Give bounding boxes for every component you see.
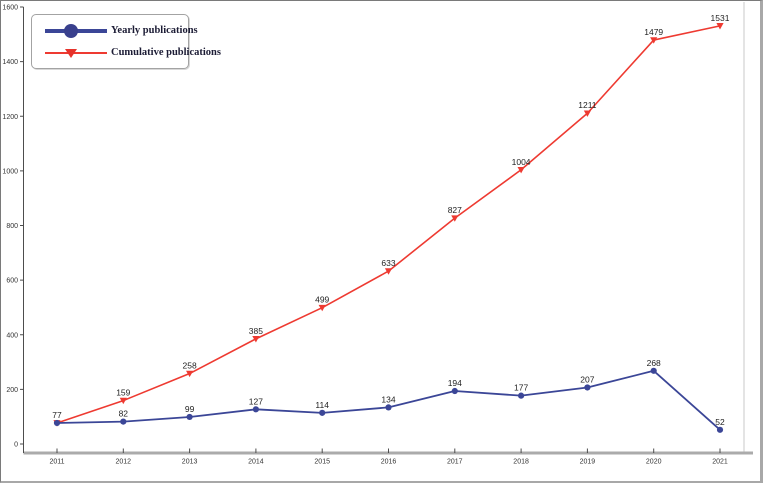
x-tick-label: 2019	[580, 459, 596, 466]
x-tick-label: 2018	[513, 459, 529, 466]
series-line-cumulative	[56, 25, 721, 424]
y-tick-label: 1200	[2, 114, 18, 121]
x-tick-label: 2011	[49, 459, 64, 466]
data-point-triangle	[716, 23, 724, 30]
data-point-label: 114	[315, 400, 329, 410]
legend-label-cumulative: Cumulative publications	[111, 47, 221, 58]
y-tick-label: 400	[6, 332, 18, 339]
legend-item-cumulative: Cumulative publications	[45, 45, 221, 60]
x-tick-label: 2015	[314, 459, 330, 466]
x-tick-label: 2016	[381, 459, 397, 466]
cumulative-line-triangle-marker-icon	[45, 45, 107, 60]
data-point-label: 177	[514, 383, 528, 393]
data-point-circle	[385, 404, 392, 411]
data-point-circle	[650, 367, 657, 374]
x-tick-label: 2021	[712, 459, 728, 466]
data-point-label: 499	[315, 295, 329, 305]
yearly-line-circle-marker-icon	[45, 23, 107, 38]
data-point-label: 1531	[711, 13, 730, 23]
data-point-label: 159	[116, 388, 130, 398]
data-point-label: 77	[52, 410, 62, 420]
legend-label-yearly: Yearly publications	[111, 25, 198, 36]
data-point-label: 258	[183, 361, 197, 371]
y-tick-label: 0	[14, 442, 18, 449]
data-point-label: 268	[647, 358, 661, 368]
data-point-circle	[120, 418, 127, 425]
data-point-label: 1004	[512, 157, 531, 167]
y-tick-label: 1600	[2, 5, 18, 12]
data-point-label: 1211	[578, 100, 597, 110]
data-point-triangle	[583, 110, 591, 117]
data-point-triangle	[252, 336, 260, 343]
data-point-circle	[518, 392, 525, 399]
data-point-triangle	[451, 215, 459, 222]
x-tick-label: 2017	[447, 459, 463, 466]
data-point-circle	[451, 387, 458, 395]
x-tick-label: 2020	[646, 459, 662, 466]
data-point-label: 127	[249, 396, 263, 406]
data-point-label: 194	[448, 378, 462, 388]
data-point-triangle	[384, 268, 393, 275]
data-point-label: 52	[715, 417, 725, 427]
data-point-circle	[716, 426, 724, 433]
x-tick-label: 2013	[182, 459, 198, 466]
data-point-circle	[584, 384, 591, 391]
data-point-label: 633	[381, 258, 395, 268]
data-point-label: 385	[249, 326, 263, 336]
x-tick-label: 2012	[116, 459, 132, 466]
data-point-circle	[186, 413, 193, 421]
y-tick-label: 1000	[2, 168, 18, 175]
data-point-circle	[252, 406, 259, 413]
x-tick-label: 2014	[248, 459, 264, 466]
data-point-label: 82	[119, 409, 129, 419]
legend-item-yearly: Yearly publications	[45, 23, 198, 38]
data-point-label: 827	[448, 205, 462, 215]
data-point-triangle	[517, 166, 525, 174]
y-tick-label: 600	[6, 278, 18, 285]
triangle-down-marker-icon	[65, 49, 77, 58]
data-point-label: 1479	[644, 27, 663, 37]
y-tick-label: 200	[6, 387, 18, 394]
circle-marker-icon	[64, 23, 78, 38]
data-point-label: 99	[185, 404, 195, 414]
y-tick-label: 800	[6, 223, 18, 230]
data-point-triangle	[318, 304, 326, 312]
data-point-circle	[53, 419, 61, 427]
data-point-triangle	[186, 370, 194, 378]
legend: Yearly publications Cumulative publicati…	[31, 14, 221, 69]
data-point-triangle	[650, 37, 658, 44]
data-point-label: 207	[580, 374, 594, 384]
data-point-circle	[319, 409, 326, 416]
data-point-triangle	[119, 397, 127, 405]
y-tick-label: 1400	[2, 59, 18, 66]
data-point-label: 134	[381, 394, 395, 404]
